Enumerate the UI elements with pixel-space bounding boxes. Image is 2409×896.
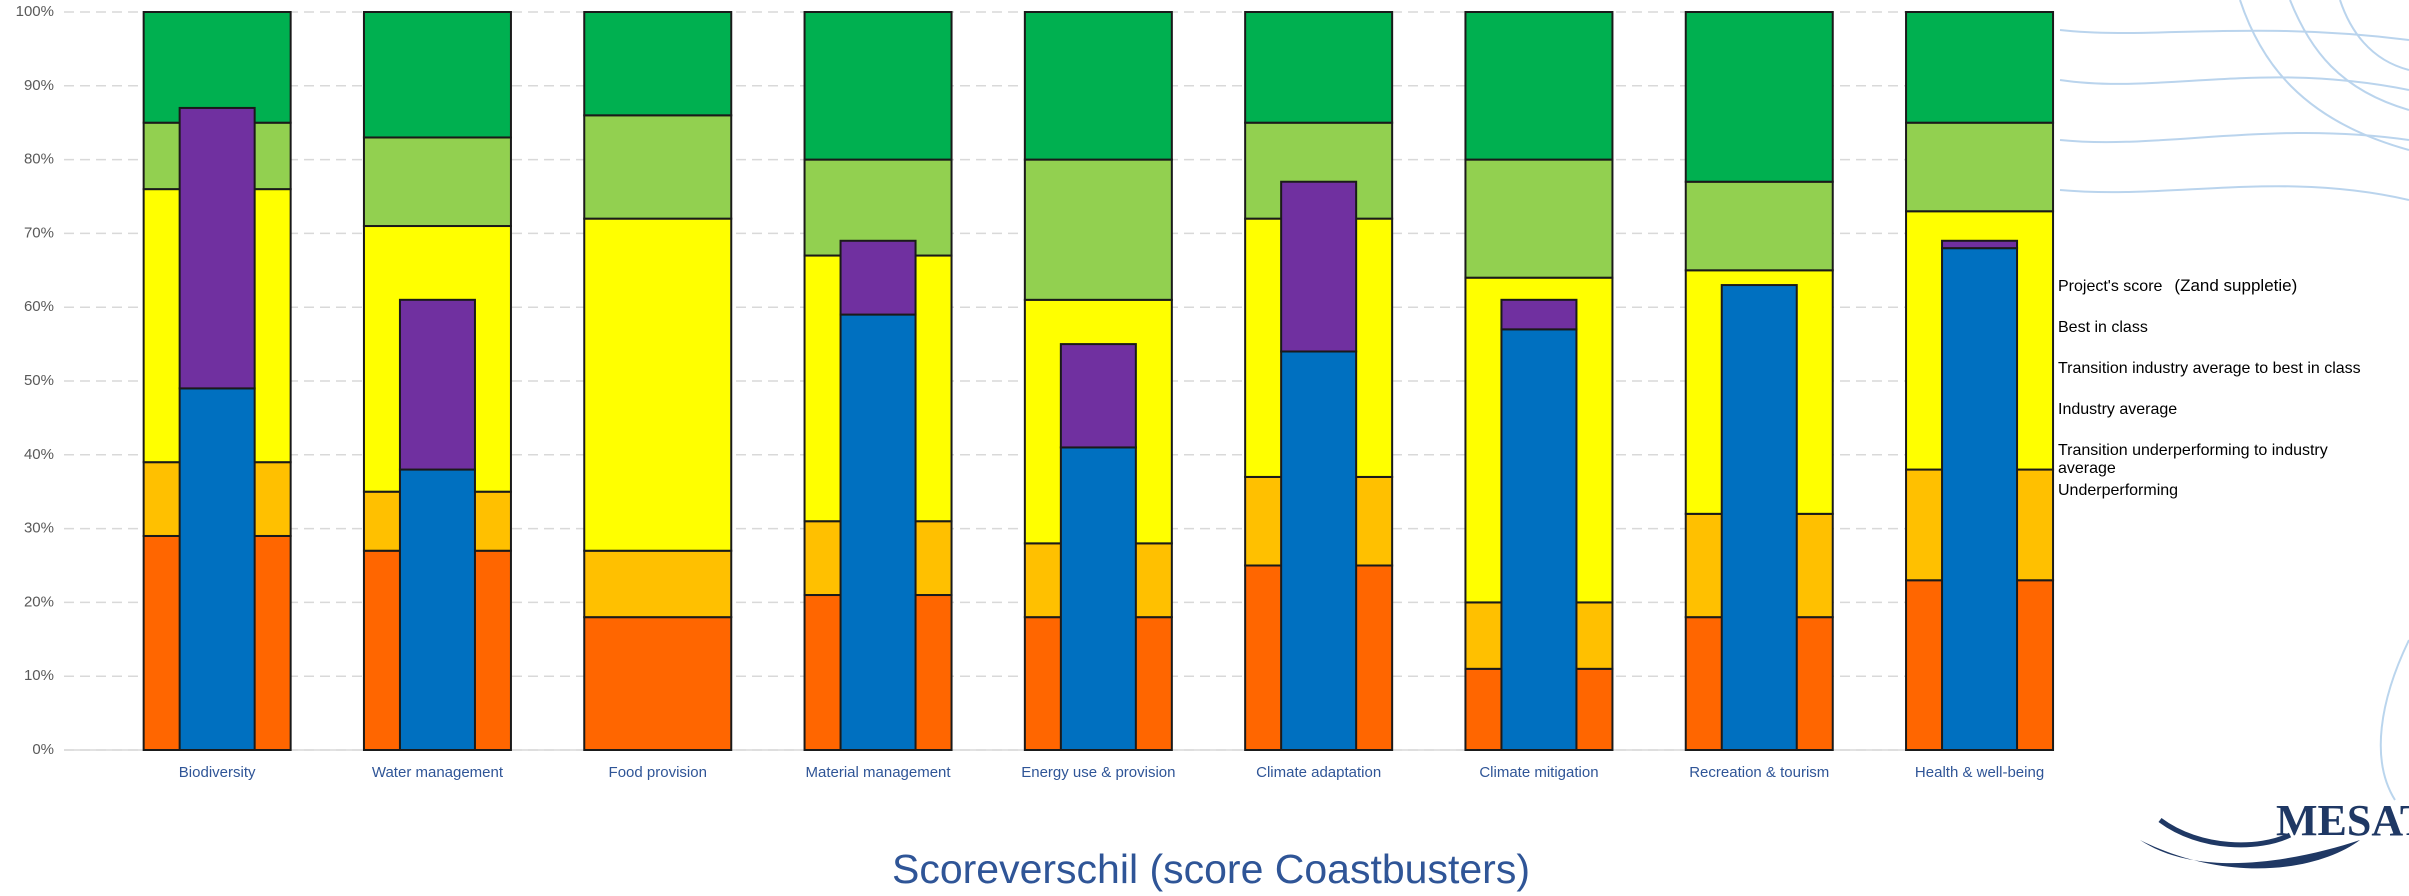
y-tick-label: 0% (32, 741, 54, 758)
bar-segment (1023, 11, 1173, 161)
bar-segment (178, 106, 256, 390)
bar-segment (398, 298, 476, 471)
x-tick-label: Water management (372, 764, 504, 781)
bar-segment (803, 158, 953, 257)
legend-item: Scoreverschil (score Coastbusters) (892, 846, 1530, 893)
bar-segment (1280, 180, 1358, 353)
x-tick-label: Climate adaptation (1256, 764, 1381, 781)
legend-item: Transition industry average to best in c… (2058, 360, 2403, 378)
bar-segment (1464, 158, 1614, 279)
y-tick-label: 20% (24, 593, 54, 610)
bar-segment (1500, 328, 1578, 751)
bar-segment (1500, 298, 1578, 331)
bar-segment (1720, 284, 1798, 751)
bar-segment (583, 114, 733, 220)
legend-label: Underperforming (2058, 482, 2179, 499)
x-tick-label: Energy use & provision (1021, 764, 1175, 781)
bar-segment (1941, 247, 2019, 751)
legend-item: Transition underperforming to industry a… (2058, 442, 2358, 478)
legend-label: Industry average (2058, 401, 2178, 418)
bar-segment (583, 549, 733, 619)
bar-segment (1684, 180, 1834, 272)
x-tick-label: Material management (806, 764, 952, 781)
x-tick-label: Recreation & tourism (1689, 764, 1829, 781)
legend-label: Project's score (2058, 278, 2163, 295)
y-tick-label: 70% (24, 224, 54, 241)
x-tick-label: Biodiversity (179, 764, 256, 781)
bar-segment (178, 387, 256, 751)
bar-segment (1059, 446, 1137, 751)
bar-segment (1280, 350, 1358, 751)
bar-segment (362, 136, 512, 228)
bar-segment (362, 11, 512, 139)
bar-segment (583, 217, 733, 552)
y-tick-label: 100% (16, 3, 54, 20)
bar-segment (803, 11, 953, 161)
annotation: (Zand suppletie) (2174, 276, 2298, 295)
bar-segment (1023, 158, 1173, 301)
bar-segment (1244, 11, 1394, 124)
bars (142, 11, 2055, 752)
bar-segment (1905, 11, 2055, 124)
y-tick-label: 40% (24, 446, 54, 463)
bar-segment (1464, 11, 1614, 161)
y-tick-label: 80% (24, 151, 54, 168)
bar-segment (142, 11, 292, 124)
decoration (2059, 0, 2409, 801)
legend-label: Scoreverschil (score Coastbusters) (892, 846, 1530, 892)
y-tick-label: 30% (24, 520, 54, 537)
legend-label: Transition underperforming to industry a… (2058, 442, 2328, 477)
legend-item: Best in class (2058, 319, 2403, 337)
legend-item: Industry average (2058, 401, 2403, 419)
legend-item: Underperforming (2058, 482, 2403, 500)
bar-segment (583, 11, 733, 117)
legend-label: Transition industry average to best in c… (2058, 360, 2361, 377)
bar-segment (839, 239, 917, 316)
bar-segment (1905, 121, 2055, 213)
legend-item: Project's score (Zand suppletie) (2058, 276, 2403, 296)
bar-segment (1941, 239, 2019, 250)
y-tick-label: 60% (24, 298, 54, 315)
y-tick-label: 50% (24, 372, 54, 389)
x-tick-label: Food provision (609, 764, 707, 781)
y-tick-label: 10% (24, 667, 54, 684)
logo: MESAT (2140, 796, 2409, 869)
legend: Scoreverschil (score Coastbusters) (892, 846, 1530, 893)
legend-label: Best in class (2058, 319, 2148, 336)
x-tick-label: Climate mitigation (1479, 764, 1598, 781)
bar-segment (1684, 11, 1834, 183)
bar-segment (839, 313, 917, 751)
bar-segment (1059, 343, 1137, 449)
y-tick-label: 90% (24, 77, 54, 94)
svg-text:MESAT: MESAT (2276, 796, 2409, 845)
legend: Project's score (Zand suppletie) Best in c… (2058, 276, 2403, 523)
x-tick-label: Health & well-being (1915, 764, 2044, 781)
bar-segment (583, 616, 733, 751)
bar-segment (398, 468, 476, 751)
